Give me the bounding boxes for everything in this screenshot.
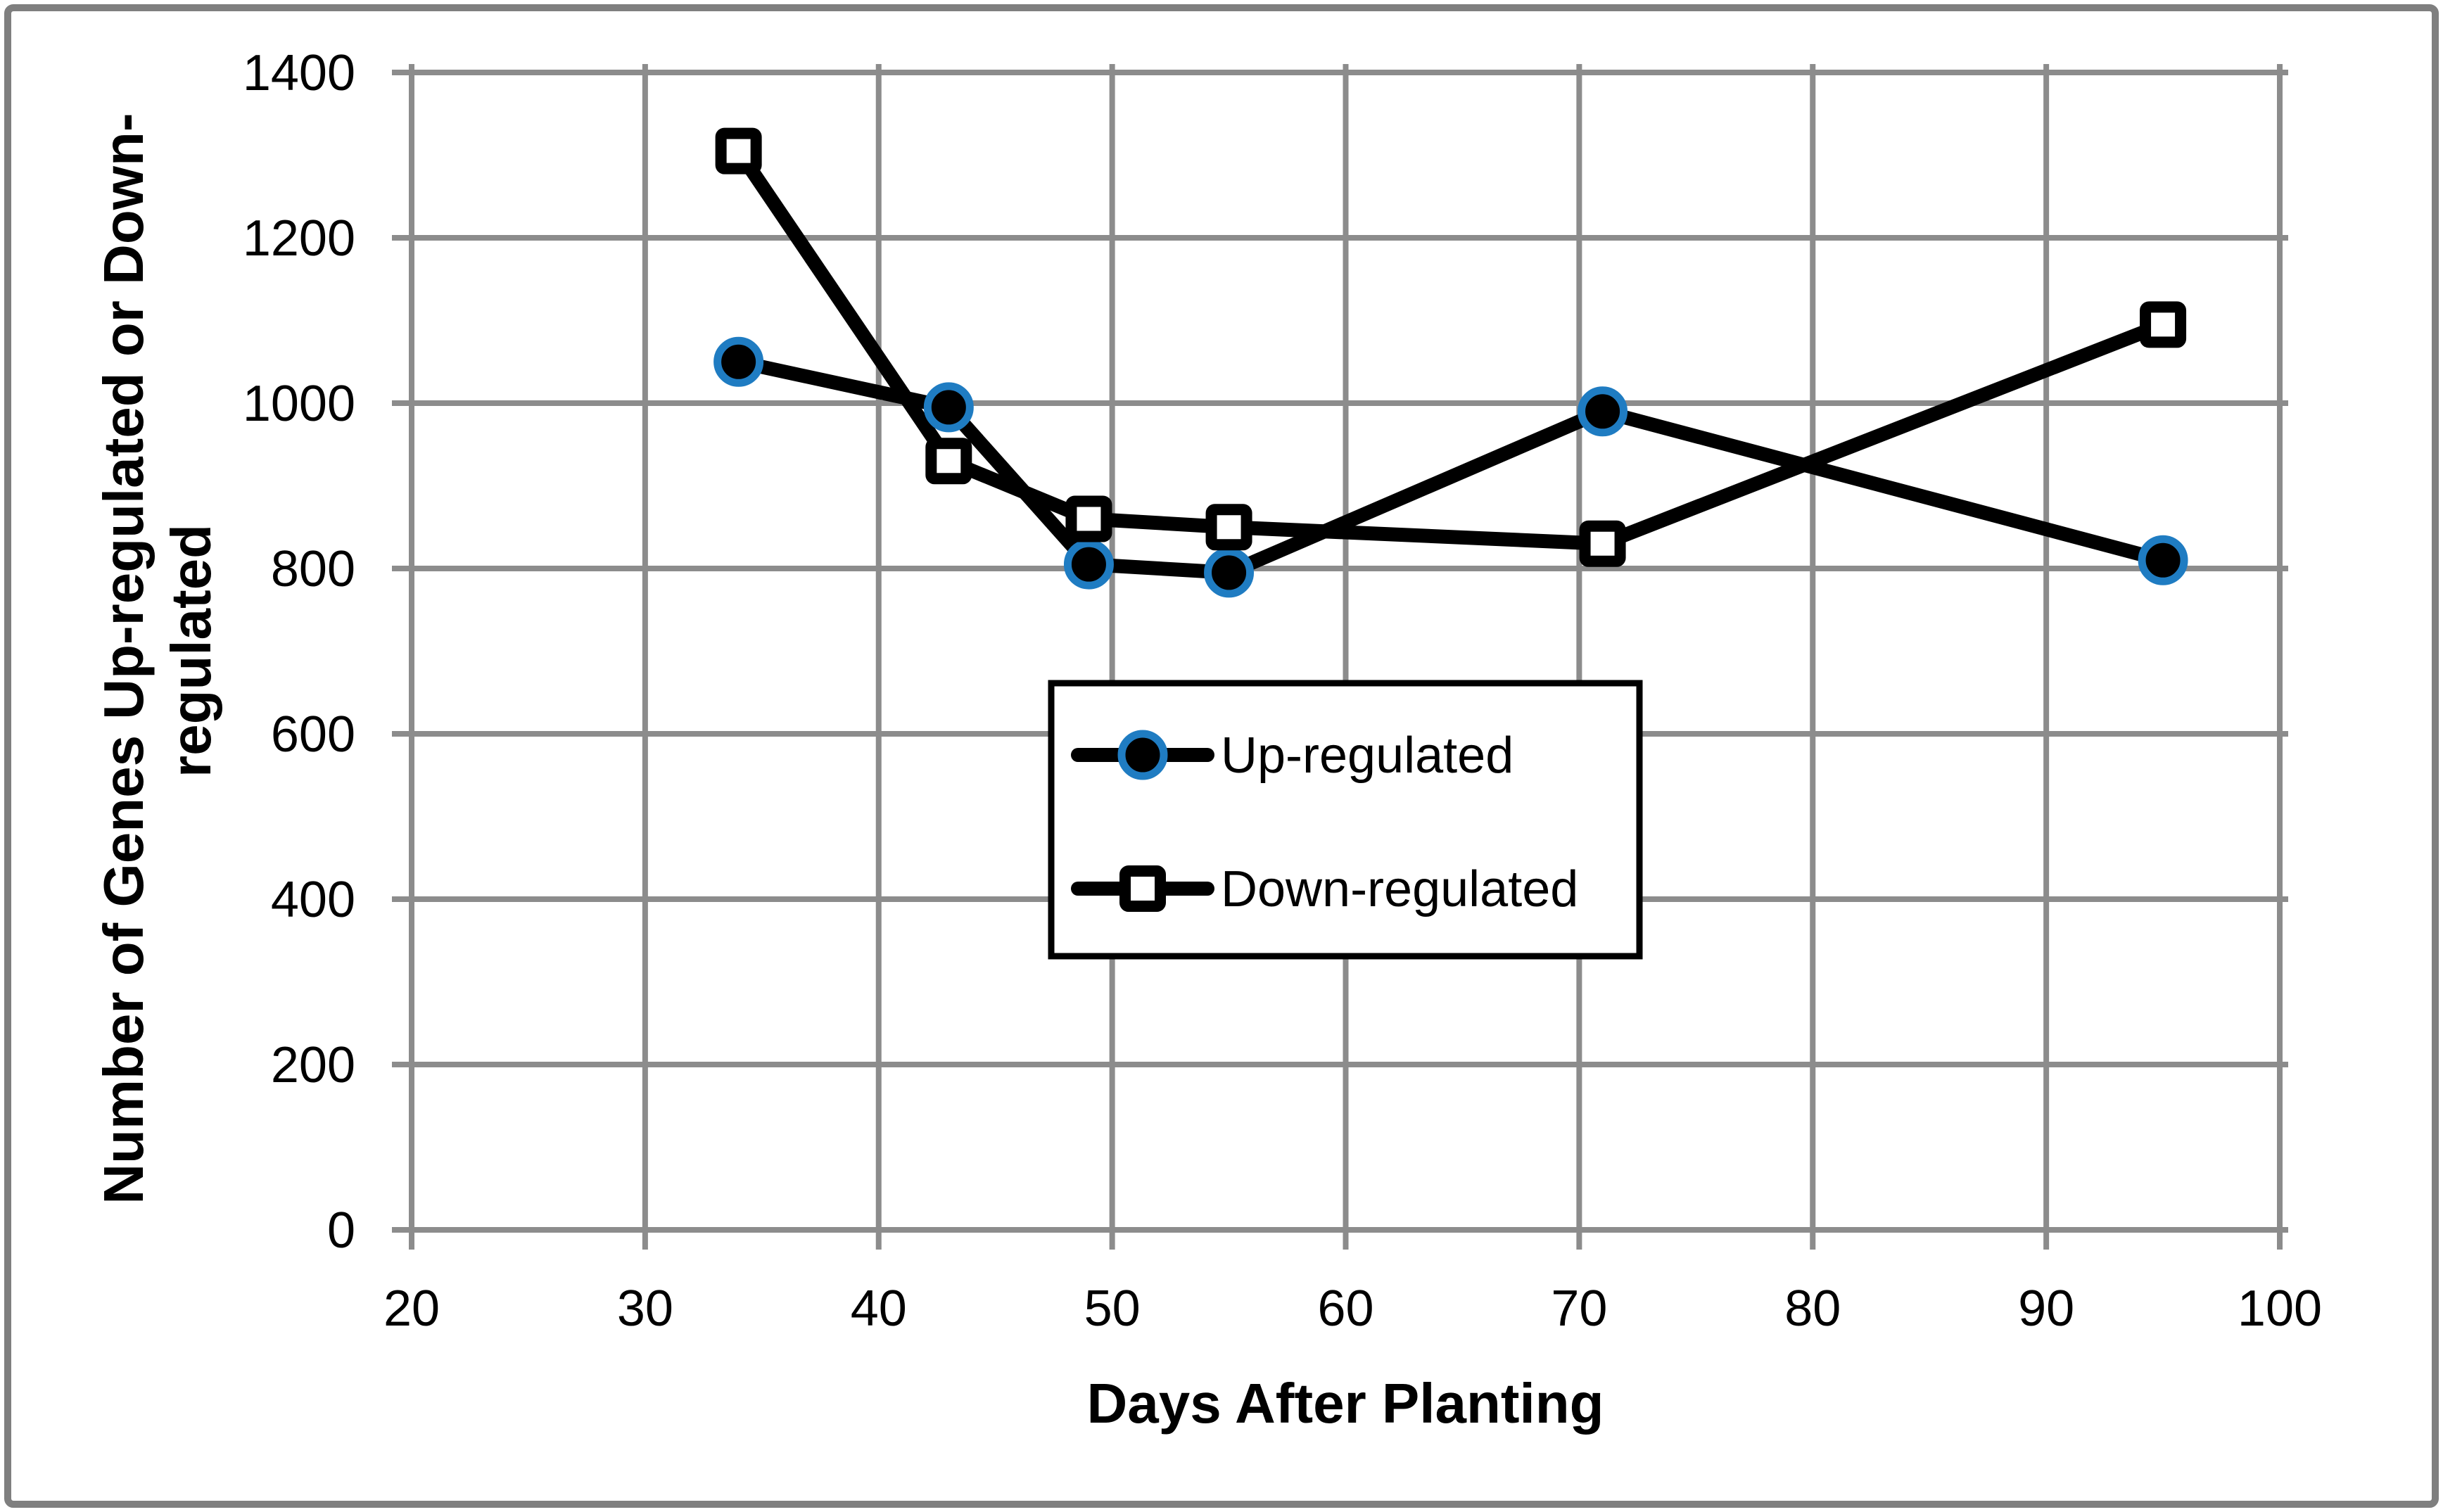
y-axis-title: Number of Genes Up-regulated or Down- re… [92, 97, 222, 1204]
y-tick-label: 0 [327, 1202, 355, 1259]
down-regulated-marker [2140, 301, 2187, 348]
x-tick-label: 100 [2238, 1281, 2322, 1337]
series-layer [713, 127, 2188, 598]
x-tick-label: 70 [1551, 1281, 1607, 1337]
y-tick-label: 1000 [243, 376, 355, 432]
x-tick-label: 30 [617, 1281, 673, 1337]
legend-label-up-regulated: Up-regulated [1221, 728, 1514, 784]
y-tick-label: 1400 [243, 45, 355, 101]
down-regulated-marker [925, 438, 972, 485]
y-tick-label: 200 [271, 1037, 355, 1093]
x-tick-label: 20 [383, 1281, 440, 1337]
up-regulated-marker [923, 382, 974, 433]
down-regulated-marker [1205, 504, 1252, 551]
legend-box [1048, 680, 1643, 960]
y-tick-label: 800 [271, 541, 355, 597]
down-regulated-marker [715, 127, 762, 174]
tick-label-layer: 20 30 40 50 60 70 80 90 100020040060080010001200… [243, 45, 2322, 1337]
y-axis-title-line1: Number of Genes Up-regulated or Down- [92, 113, 155, 1205]
x-axis-title: Days After Planting [1087, 1372, 1604, 1435]
x-tick-label: 50 [1084, 1281, 1141, 1337]
grid-layer [392, 64, 2288, 1250]
y-tick-label: 1200 [243, 210, 355, 267]
down-regulated-marker [1119, 865, 1166, 912]
down-regulated-line [731, 144, 2171, 551]
y-tick-label: 400 [271, 872, 355, 928]
y-axis-title-line2: regulated [160, 524, 222, 777]
down-regulated-marker [1579, 520, 1626, 567]
up-regulated-marker [1117, 730, 1168, 780]
up-regulated-marker [2138, 535, 2188, 585]
x-tick-label: 40 [851, 1281, 907, 1337]
x-tick-label: 60 [1317, 1281, 1373, 1337]
up-regulated-marker [1204, 547, 1255, 598]
y-tick-label: 600 [271, 706, 355, 763]
legend-label-down-regulated: Down-regulated [1221, 861, 1578, 917]
down-regulated-marker [1065, 495, 1112, 542]
up-regulated-marker [1578, 386, 1628, 437]
up-regulated-marker [713, 336, 764, 387]
x-tick-label: 90 [2018, 1281, 2074, 1337]
up-regulated-marker [1063, 539, 1114, 590]
x-tick-label: 80 [1784, 1281, 1841, 1337]
figure-border [4, 4, 2439, 1508]
